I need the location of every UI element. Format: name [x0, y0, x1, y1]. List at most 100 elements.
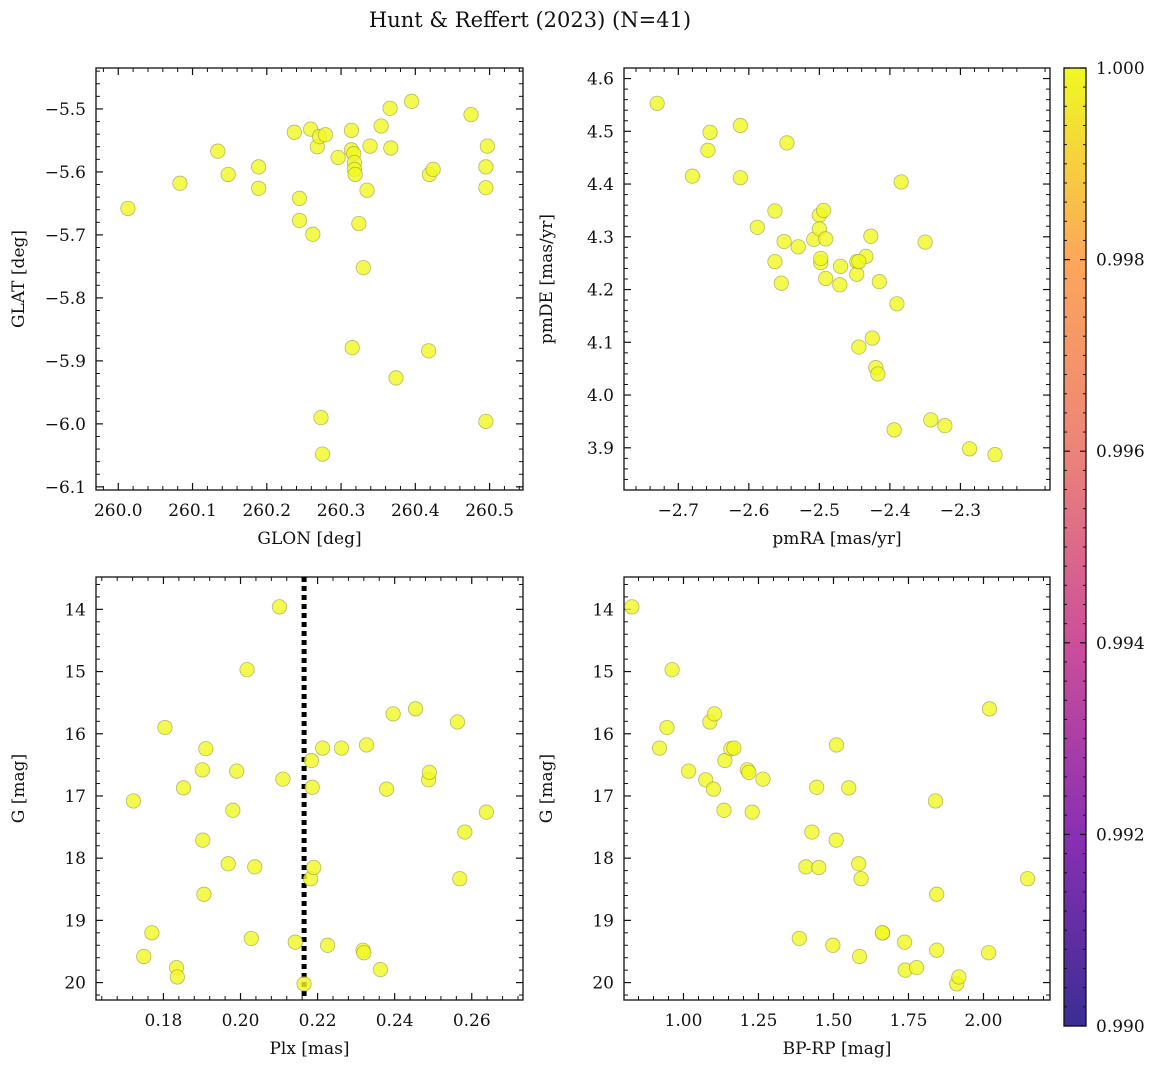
- x-tick-label: −2.7: [658, 501, 699, 521]
- data-point: [700, 142, 716, 158]
- data-point: [706, 706, 722, 722]
- y-tick-label: −6.1: [45, 478, 86, 498]
- data-point: [732, 117, 748, 134]
- colorbar-tick-label: 0.992: [1096, 825, 1145, 845]
- data-point: [172, 175, 188, 191]
- data-point: [404, 93, 420, 109]
- data-point: [303, 752, 320, 769]
- data-point: [716, 802, 732, 818]
- y-tick-label: −5.8: [45, 289, 86, 309]
- data-point: [893, 174, 909, 190]
- axes-frame: [623, 576, 1051, 1001]
- data-point: [684, 168, 701, 184]
- x-tick-label: 0.26: [453, 1011, 491, 1031]
- data-point: [373, 118, 389, 134]
- data-point: [407, 701, 424, 717]
- x-tick-label: 1.50: [815, 1011, 853, 1031]
- x-tick-label: 0.18: [145, 1011, 183, 1031]
- x-tick-label: −2.3: [940, 501, 981, 521]
- data-point: [452, 871, 468, 887]
- data-point: [961, 441, 978, 457]
- x-tick-label: 1.00: [665, 1011, 703, 1031]
- data-point: [210, 143, 226, 159]
- y-tick-label: 17: [64, 787, 86, 807]
- data-point: [478, 413, 494, 429]
- y-tick-label: 4.6: [587, 70, 614, 90]
- data-point: [870, 366, 886, 382]
- data-point: [825, 937, 841, 953]
- data-point: [927, 793, 944, 809]
- data-point: [229, 763, 245, 779]
- data-point: [220, 856, 236, 872]
- data-point: [680, 763, 697, 779]
- data-point: [818, 270, 834, 287]
- data-point: [144, 925, 160, 941]
- data-point: [239, 662, 255, 678]
- data-point: [449, 714, 466, 730]
- data-point: [908, 960, 925, 976]
- data-point: [853, 871, 869, 887]
- data-point: [779, 135, 795, 151]
- x-tick-label: 260.1: [168, 501, 217, 521]
- data-point: [291, 212, 308, 229]
- data-point: [951, 969, 967, 985]
- data-point: [659, 719, 675, 736]
- data-point: [798, 859, 814, 875]
- data-point: [809, 779, 825, 795]
- data-point: [251, 180, 267, 196]
- x-axis-label: BP-RP [mag]: [783, 1039, 892, 1059]
- data-point: [705, 781, 722, 797]
- data-point: [818, 231, 834, 247]
- data-point: [929, 886, 945, 902]
- data-point: [791, 930, 807, 947]
- data-point: [889, 296, 905, 312]
- data-point: [832, 258, 849, 274]
- data-point: [813, 250, 829, 267]
- data-point: [198, 741, 214, 757]
- data-point: [874, 925, 890, 941]
- colorbar: 0.990 0.992 0.994 0.996 0.998 1.000: [1063, 59, 1145, 1037]
- data-point: [702, 124, 718, 140]
- data-point: [863, 228, 879, 244]
- y-tick-label: −6.0: [45, 415, 86, 435]
- data-point: [744, 804, 760, 820]
- x-tick-label: −2.6: [728, 501, 769, 521]
- data-point: [871, 274, 887, 290]
- x-tick-label: 260.4: [391, 501, 440, 521]
- y-tick-label: 16: [64, 725, 86, 745]
- data-point: [1019, 871, 1036, 887]
- panel-color-magnitude: 1.00 1.25 1.50 1.75 2.00 14 15 16 17 18 19 20 BP-RP …: [537, 576, 1051, 1059]
- y-tick-label: −5.7: [45, 226, 86, 246]
- panel-parallax-mag: 0.18 0.20 0.22 0.24 0.26 14 15 16 17 18 19 20 Plx [m…: [9, 576, 524, 1059]
- data-point: [343, 122, 360, 138]
- y-tick-label: 3.9: [587, 439, 614, 459]
- data-point: [271, 599, 288, 615]
- data-point: [851, 339, 867, 355]
- data-point: [388, 370, 404, 386]
- y-axis-label: G [mag]: [9, 754, 29, 823]
- data-point: [306, 859, 322, 876]
- data-point: [741, 764, 757, 780]
- data-point: [937, 418, 953, 434]
- y-tick-label: 18: [64, 849, 86, 869]
- data-point: [315, 740, 331, 756]
- data-point: [479, 138, 495, 154]
- data-point: [804, 824, 820, 840]
- x-tick-label: 2.00: [965, 1011, 1003, 1031]
- x-tick-label: 260.0: [94, 501, 143, 521]
- data-point: [917, 234, 933, 250]
- data-point: [196, 886, 212, 902]
- y-tick-label: −5.5: [45, 100, 86, 120]
- y-tick-label: −5.9: [45, 352, 86, 372]
- data-point: [362, 138, 378, 154]
- x-tick-label: 1.25: [740, 1011, 778, 1031]
- y-tick-label: 20: [64, 974, 86, 994]
- data-point: [773, 275, 789, 291]
- data-point: [275, 771, 291, 787]
- data-point: [378, 781, 395, 797]
- data-point: [317, 127, 334, 143]
- y-tick-label: 15: [64, 663, 86, 683]
- data-point: [313, 409, 329, 426]
- data-point: [886, 422, 902, 438]
- data-point: [372, 961, 389, 978]
